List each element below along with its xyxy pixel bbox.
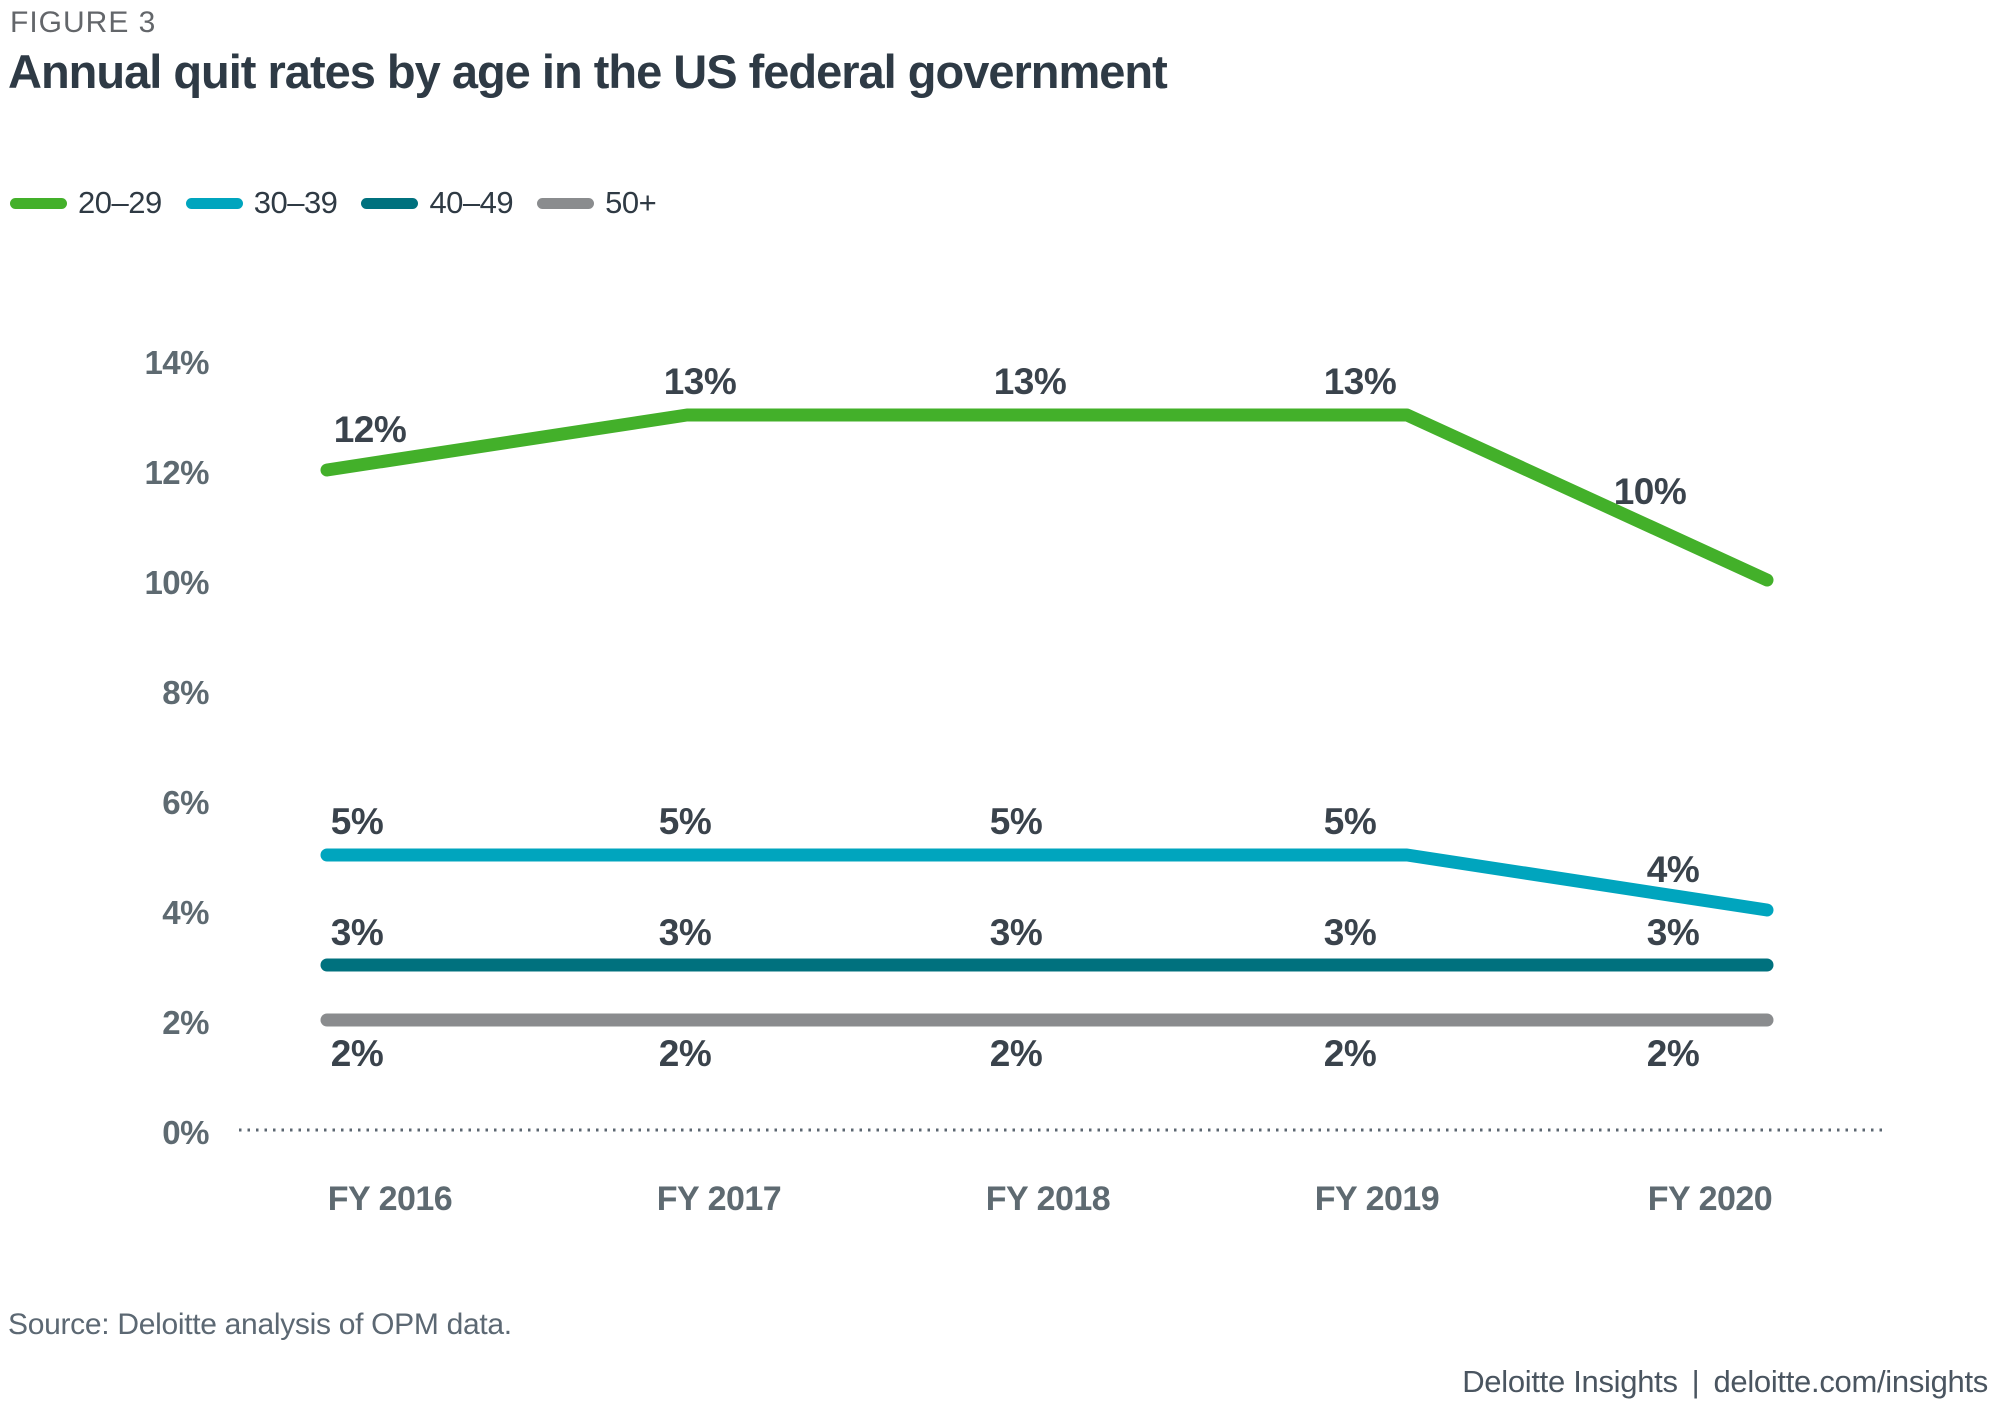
legend-label: 30–39 xyxy=(253,185,338,220)
source-note: Source: Deloitte analysis of OPM data. xyxy=(8,1308,512,1341)
data-label: 5% xyxy=(989,801,1043,842)
data-label: 13% xyxy=(993,361,1067,402)
legend-swatch-icon xyxy=(537,197,595,209)
y-axis-tick: 2% xyxy=(162,1004,209,1041)
legend-swatch-icon xyxy=(10,197,67,209)
y-axis-tick: 6% xyxy=(162,784,209,821)
line-series-green xyxy=(320,408,1774,587)
footer: Deloitte Insights | deloitte.com/insight… xyxy=(1462,1364,1988,1400)
data-label: 2% xyxy=(1323,1033,1377,1074)
data-label: 3% xyxy=(330,912,384,953)
data-label: 13% xyxy=(1323,361,1397,402)
data-label: 3% xyxy=(1323,912,1377,953)
data-label: 2% xyxy=(330,1033,384,1074)
x-axis-tick: FY 2016 xyxy=(327,1180,453,1218)
legend-swatch-icon xyxy=(361,197,419,209)
x-axis-tick: FY 2017 xyxy=(656,1180,782,1218)
legend-item-gray: 50+ xyxy=(537,185,657,221)
x-axis-tick: FY 2020 xyxy=(1647,1180,1773,1218)
data-label: 2% xyxy=(658,1033,712,1074)
page-title: Annual quit rates by age in the US feder… xyxy=(8,45,1168,98)
y-axis-tick: 12% xyxy=(144,454,209,491)
y-axis-tick: 4% xyxy=(162,894,209,931)
data-label: 12% xyxy=(333,409,407,450)
legend: 20–29 30–39 40–49 50+ xyxy=(10,185,657,221)
y-axis-tick: 14% xyxy=(144,344,209,381)
x-axis-tick: FY 2019 xyxy=(1314,1180,1440,1218)
data-label: 2% xyxy=(989,1033,1043,1074)
legend-item-teal: 40–49 xyxy=(361,185,514,221)
data-label: 5% xyxy=(1323,801,1377,842)
y-axis-tick: 8% xyxy=(162,674,209,711)
data-label: 3% xyxy=(658,912,712,953)
legend-item-green: 20–29 xyxy=(10,185,162,221)
y-axis-tick: 10% xyxy=(144,564,209,601)
footer-url-link[interactable]: deloitte.com/insights xyxy=(1713,1364,1988,1399)
legend-label: 40–49 xyxy=(429,185,514,220)
legend-label: 20–29 xyxy=(78,185,162,220)
x-axis-tick: FY 2018 xyxy=(985,1180,1111,1218)
data-label: 4% xyxy=(1646,849,1700,890)
figure-label: FIGURE 3 xyxy=(10,6,157,39)
data-label: 3% xyxy=(1646,912,1700,953)
footer-brand: Deloitte Insights xyxy=(1462,1364,1678,1399)
data-label: 5% xyxy=(658,801,712,842)
legend-item-cyan: 30–39 xyxy=(185,185,338,221)
legend-label: 50+ xyxy=(605,185,657,220)
data-label: 3% xyxy=(989,912,1043,953)
line-series-cyan xyxy=(320,848,1774,917)
data-label: 10% xyxy=(1613,471,1687,512)
data-label: 2% xyxy=(1646,1033,1700,1074)
footer-separator: | xyxy=(1691,1364,1700,1399)
data-label: 5% xyxy=(330,801,384,842)
data-label: 13% xyxy=(663,361,737,402)
legend-swatch-icon xyxy=(185,197,243,209)
y-axis-tick: 0% xyxy=(162,1114,209,1151)
